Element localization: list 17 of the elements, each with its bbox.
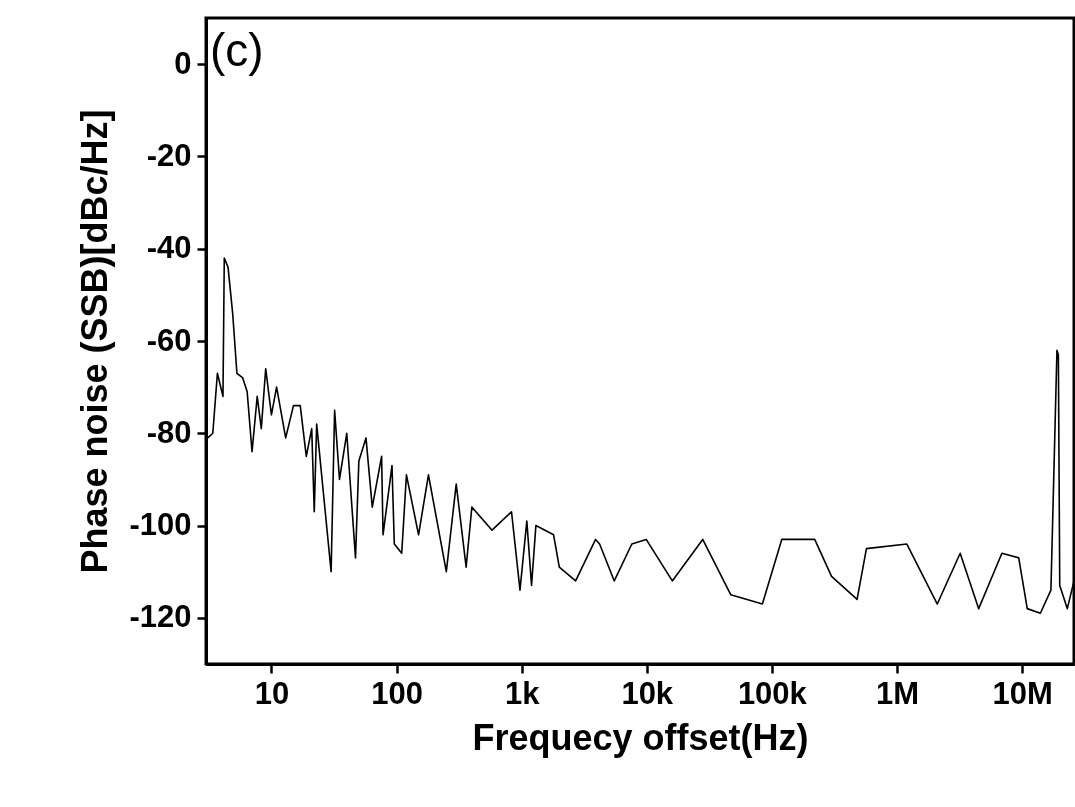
x-tick-label: 100: [371, 675, 423, 711]
y-tick-label: -20: [146, 137, 192, 173]
x-tick-label: 10: [254, 675, 290, 711]
y-tick-label: -80: [146, 414, 192, 450]
x-tick-label: 10M: [992, 675, 1053, 711]
x-tick-label: 10k: [621, 675, 674, 711]
y-tick-label: -120: [129, 599, 192, 635]
y-tick-label: -100: [129, 507, 192, 543]
x-tick-label: 1M: [875, 675, 920, 711]
x-axis-title: Frequecy offset(Hz): [472, 716, 809, 758]
y-tick-label: -40: [146, 230, 192, 266]
x-tick-label: 1k: [504, 675, 541, 711]
y-axis-title: Phase noise (SSB)[dBc/Hz]: [74, 109, 116, 574]
y-tick-label: 0: [174, 45, 192, 81]
x-tick-label: 100k: [737, 675, 808, 711]
y-tick-label: -60: [146, 322, 192, 358]
annotation: (c): [210, 24, 264, 76]
